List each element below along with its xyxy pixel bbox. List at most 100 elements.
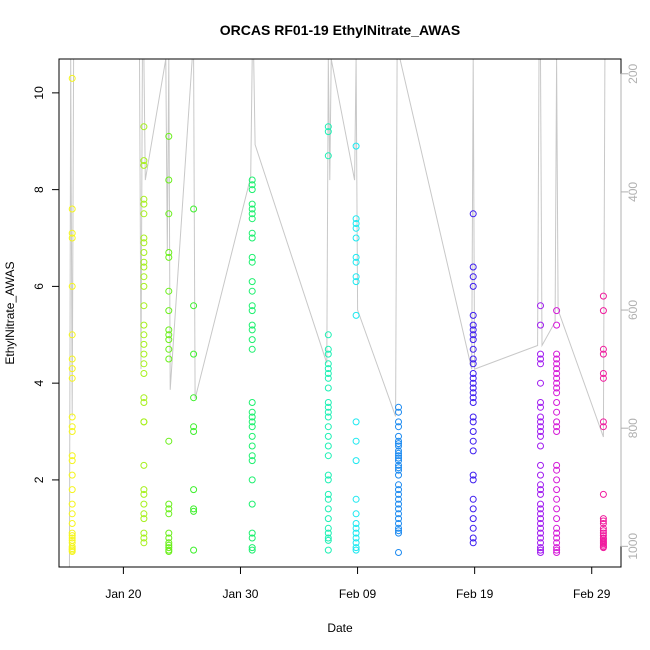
data-point bbox=[248, 278, 256, 286]
data-point bbox=[553, 321, 561, 329]
data-point bbox=[165, 176, 173, 184]
data-point bbox=[352, 495, 360, 503]
data-point bbox=[324, 452, 332, 460]
data-point bbox=[352, 142, 360, 150]
data-point bbox=[165, 331, 173, 339]
data-point bbox=[352, 418, 360, 426]
data-point bbox=[395, 408, 402, 416]
data-point bbox=[324, 350, 332, 358]
data-point bbox=[324, 123, 332, 131]
data-point bbox=[395, 461, 402, 469]
data-point bbox=[553, 370, 561, 377]
data-point bbox=[248, 546, 256, 554]
y-tick-label: 4 bbox=[32, 380, 46, 387]
y-tick-label: 8 bbox=[32, 186, 46, 193]
data-point bbox=[190, 302, 198, 310]
data-point bbox=[68, 510, 76, 518]
data-point bbox=[599, 527, 607, 535]
data-point bbox=[469, 210, 477, 218]
data-point bbox=[395, 529, 402, 537]
data-point bbox=[165, 253, 173, 261]
data-point bbox=[140, 195, 148, 203]
data-point bbox=[165, 336, 173, 344]
data-point bbox=[537, 524, 544, 532]
data-point bbox=[352, 534, 360, 542]
data-point bbox=[553, 505, 561, 513]
data-point bbox=[469, 273, 477, 281]
x-tick-label: Jan 30 bbox=[222, 587, 258, 601]
data-point bbox=[553, 515, 561, 523]
data-point bbox=[165, 548, 173, 555]
data-point bbox=[537, 546, 544, 554]
data-point bbox=[248, 234, 256, 242]
altitude-line bbox=[68, 59, 606, 567]
data-point bbox=[469, 370, 477, 377]
data-point bbox=[553, 524, 561, 532]
data-point bbox=[537, 413, 544, 421]
data-point bbox=[553, 466, 561, 474]
data-point bbox=[140, 461, 148, 469]
data-point bbox=[248, 476, 256, 484]
data-point bbox=[68, 529, 76, 537]
data-point bbox=[140, 418, 148, 426]
data-point bbox=[395, 440, 402, 448]
data-point bbox=[537, 505, 544, 513]
data-point bbox=[140, 510, 148, 518]
data-point bbox=[469, 524, 477, 532]
y2-tick-label: 200 bbox=[626, 63, 640, 83]
data-point bbox=[469, 428, 477, 435]
data-point bbox=[165, 539, 173, 547]
data-point bbox=[248, 457, 256, 465]
data-point bbox=[248, 423, 256, 431]
data-point bbox=[140, 234, 148, 242]
data-point bbox=[352, 278, 360, 286]
data-point bbox=[395, 524, 402, 532]
data-point bbox=[140, 321, 148, 329]
data-point bbox=[68, 520, 76, 527]
data-point bbox=[68, 471, 76, 479]
data-point bbox=[324, 471, 332, 479]
data-point bbox=[352, 539, 360, 547]
data-point bbox=[352, 234, 360, 242]
data-point bbox=[68, 532, 76, 540]
data-point bbox=[140, 340, 148, 348]
data-point bbox=[248, 176, 256, 184]
data-point bbox=[190, 505, 198, 513]
data-point bbox=[165, 307, 173, 315]
data-point bbox=[553, 546, 561, 554]
data-point bbox=[248, 258, 256, 266]
data-point bbox=[599, 307, 607, 315]
data-point bbox=[352, 457, 360, 465]
data-point bbox=[352, 258, 360, 266]
data-point bbox=[140, 282, 148, 290]
data-point bbox=[469, 471, 477, 479]
data-point bbox=[599, 345, 607, 353]
data-point bbox=[395, 452, 402, 460]
data-point bbox=[469, 374, 477, 382]
x-axis-label: Date bbox=[327, 621, 353, 635]
x-tick-label: Feb 19 bbox=[456, 587, 494, 601]
data-point bbox=[469, 399, 477, 406]
data-point bbox=[537, 486, 544, 494]
data-point bbox=[324, 384, 332, 392]
data-point bbox=[352, 529, 360, 537]
data-point bbox=[324, 423, 332, 431]
data-point bbox=[165, 510, 173, 518]
data-point bbox=[190, 205, 198, 213]
data-point bbox=[553, 374, 561, 382]
data-point bbox=[352, 544, 360, 552]
data-point bbox=[68, 205, 76, 213]
y-tick-label: 6 bbox=[32, 283, 46, 290]
data-point bbox=[352, 546, 360, 554]
data-point bbox=[395, 464, 402, 472]
data-point bbox=[140, 239, 148, 247]
data-point bbox=[469, 534, 477, 542]
data-point bbox=[599, 515, 607, 523]
data-point bbox=[395, 510, 402, 518]
data-point bbox=[553, 428, 561, 435]
data-point bbox=[140, 302, 148, 310]
data-point bbox=[469, 263, 477, 271]
data-point bbox=[537, 461, 544, 469]
data-point bbox=[140, 500, 148, 508]
data-point bbox=[248, 287, 256, 295]
